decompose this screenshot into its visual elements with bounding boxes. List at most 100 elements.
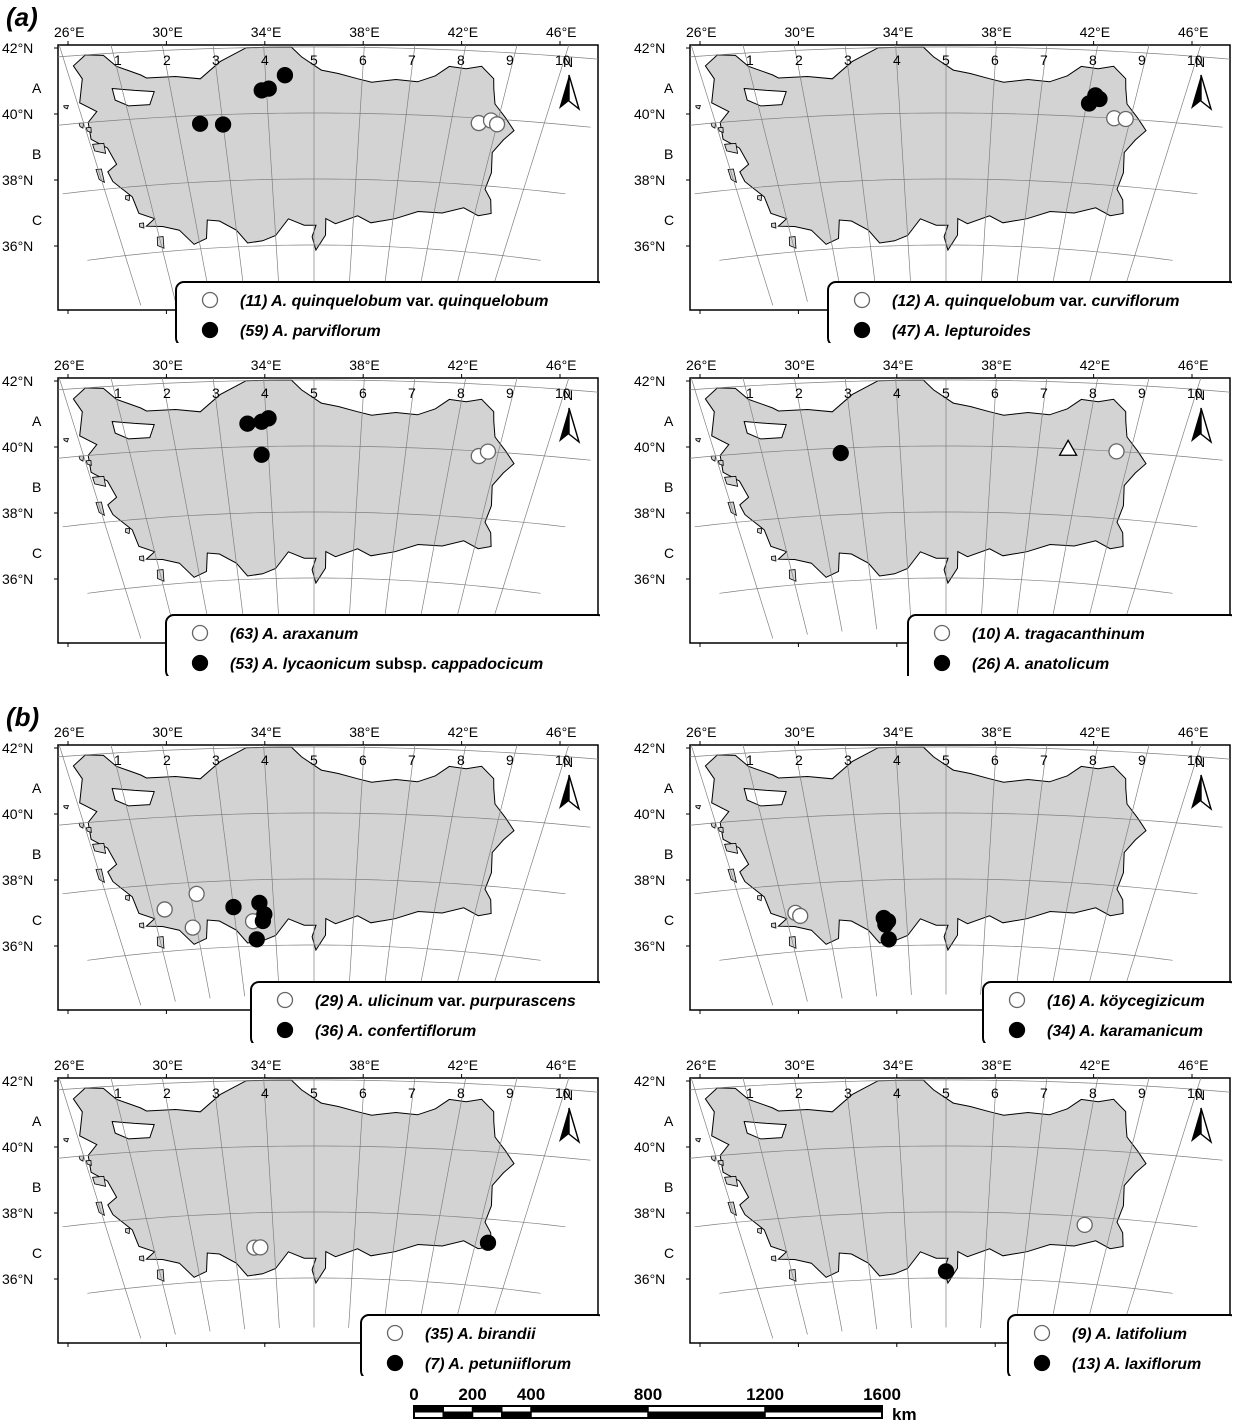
north-arrow-label: N [563, 1087, 573, 1103]
island [757, 1227, 763, 1235]
grid-column-label: 7 [408, 52, 416, 68]
grid-column-label: 2 [795, 752, 803, 768]
map-content: 26°E 30°E 34°E 38°E 42°E 46°E 42°N 40°N 38°N 36°N… [634, 1057, 1232, 1376]
map-content: 26°E 30°E 34°E 38°E 42°E 46°E 42°N 40°N 38°N 36°N… [2, 724, 600, 1043]
grid-row-label: C [664, 545, 674, 561]
grid-column-label: 5 [310, 1085, 318, 1101]
grid-column-label: 10 [1187, 752, 1203, 768]
longitude-label: 42°E [448, 24, 479, 40]
north-arrow-left-half [559, 1108, 569, 1142]
parallel-line [694, 1211, 1198, 1228]
meridian-line [1014, 1078, 1048, 1330]
scale-bar-label: 1600 [863, 1385, 901, 1404]
meridian-line [110, 378, 176, 635]
north-arrow-label: N [1195, 1087, 1205, 1103]
meridian-line [742, 378, 808, 635]
parallel-line [62, 1211, 566, 1228]
longitude-label: 38°E [981, 1057, 1012, 1073]
grid-column-label: 10 [555, 1085, 571, 1101]
north-arrow-right-half [568, 1107, 581, 1144]
meridian-line [263, 45, 280, 295]
island [724, 142, 739, 154]
grid-column-label: 3 [844, 752, 852, 768]
grid-column-label: 8 [1089, 1085, 1097, 1101]
legend-symbol [933, 624, 951, 642]
locality-point [248, 931, 265, 948]
island [757, 527, 763, 535]
latitude-label: 42°N [634, 740, 665, 756]
grid-column-label: 6 [991, 752, 999, 768]
island [695, 1137, 701, 1143]
grid-column-label: 3 [844, 385, 852, 401]
meridian-line [1084, 45, 1150, 302]
meridian-line [263, 745, 280, 995]
island [139, 1255, 145, 1262]
island [63, 804, 69, 810]
meridian-line [486, 1078, 570, 1339]
north-arrow-left-half [559, 408, 569, 442]
grid-column-label: 10 [555, 52, 571, 68]
meridian-line [980, 745, 997, 995]
north-arrow-left-half [559, 75, 569, 109]
meridian-line [212, 378, 246, 630]
meridian-line [690, 45, 774, 306]
latitude-label: 42°N [2, 740, 33, 756]
meridian-line [793, 745, 843, 999]
legend-frame [982, 981, 1232, 1043]
island [757, 194, 763, 202]
map-body [690, 1078, 1230, 1339]
legend-entry: (10) A. tragacanthinum [972, 626, 1145, 643]
latitude-label: 42°N [634, 1073, 665, 1089]
scale-bar-segment [765, 1406, 882, 1412]
grid-column-label: 6 [359, 52, 367, 68]
grid-column-label: 2 [795, 52, 803, 68]
north-arrow-icon: N [1191, 54, 1213, 111]
meridian-line [348, 1078, 365, 1328]
latitude-label: 40°N [634, 1139, 665, 1155]
legend-entry: (9) A. latifolium [1072, 1326, 1187, 1343]
longitude-label: 46°E [1178, 724, 1209, 740]
legend-entry: (16) A. köycegizicum [1047, 993, 1205, 1010]
legend-symbol [1008, 1021, 1026, 1039]
meridian-line [1014, 378, 1048, 630]
map-content: 26°E 30°E 34°E 38°E 42°E 46°E 42°N 40°N 38°N 36°N… [2, 24, 600, 343]
meridian-line [110, 745, 176, 1002]
locality-point [260, 410, 277, 427]
grid-column-label: 1 [114, 385, 122, 401]
grid-column-label: 8 [1089, 385, 1097, 401]
locality-point [184, 919, 201, 936]
meridian-line [348, 45, 365, 295]
parallel-line [690, 812, 1223, 828]
island [85, 126, 92, 133]
legend-box: (12) A. quinquelobum var. curviflorum (47… [827, 281, 1232, 343]
longitude-label: 46°E [1178, 1057, 1209, 1073]
grid-column-label: 10 [555, 385, 571, 401]
longitude-label: 42°E [1080, 1057, 1111, 1073]
map-panel-8: 26°E 30°E 34°E 38°E 42°E 46°E 42°N 40°N 38°N 36°N… [634, 1057, 1232, 1376]
grid-column-label: 7 [408, 385, 416, 401]
meridian-line [161, 745, 211, 999]
legend-entry: (63) A. araxanum [230, 626, 358, 643]
north-arrow-icon: N [559, 754, 581, 811]
grid-column-label: 9 [506, 52, 514, 68]
longitude-label: 34°E [251, 357, 282, 373]
latitude-label: 40°N [634, 106, 665, 122]
legend-entry: (7) A. petuniiflorum [425, 1356, 571, 1373]
longitude-label: 46°E [1178, 24, 1209, 40]
grid-column-label: 2 [163, 1085, 171, 1101]
north-arrow-right-half [568, 74, 581, 111]
legend-number: (59) A. parviflorum [240, 323, 381, 340]
locality-point [479, 443, 497, 460]
north-arrow-right-half [1200, 774, 1213, 811]
grid-column-label: 1 [746, 385, 754, 401]
locality-point [276, 67, 294, 84]
parallel-line [87, 244, 541, 261]
meridian-line [980, 1078, 997, 1328]
grid-row-label: C [664, 212, 674, 228]
island [724, 1175, 739, 1187]
grid-column-label: 6 [359, 385, 367, 401]
meridian-line [690, 378, 774, 639]
legend-symbol [276, 991, 294, 1009]
meridian-line [844, 1078, 878, 1330]
scale-bar-label: 1200 [746, 1385, 784, 1404]
